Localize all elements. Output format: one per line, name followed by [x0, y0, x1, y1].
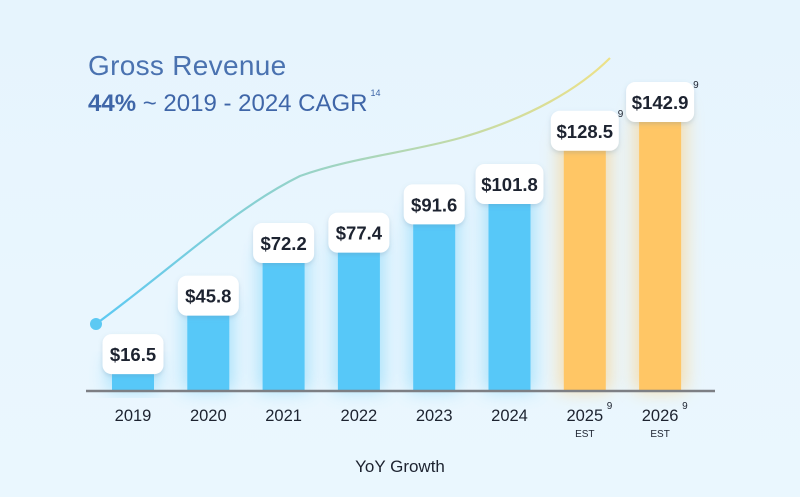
x-tick-label-2024: 2024 [491, 407, 528, 425]
value-label-box-2021 [253, 223, 315, 264]
chart-title: Gross Revenue [88, 50, 287, 81]
value-label-footnote-2025: 9 [618, 109, 624, 120]
value-label-box-2020 [177, 275, 239, 316]
x-tick-label-2025: 2025 [566, 407, 603, 425]
x-tick-note-2025: EST [575, 429, 594, 440]
x-tick-label-2026: 2026 [642, 407, 679, 425]
x-tick-footnote-2025: 9 [607, 401, 613, 412]
cagr-footnote: 14 [370, 88, 381, 98]
x-tick-label-2019: 2019 [115, 407, 152, 425]
trend-line [95, 57, 611, 325]
x-tick-footnote-2026: 9 [682, 401, 688, 412]
value-label-box-2026 [626, 82, 695, 123]
value-label-box-2025 [550, 110, 619, 151]
bar-2023 [413, 208, 456, 391]
bar-2022 [337, 236, 380, 391]
x-tick-note-2026: EST [650, 429, 669, 440]
bar-2020 [187, 299, 230, 391]
value-label-2022: $77.4 [336, 223, 383, 244]
x-tick-label-2021: 2021 [265, 407, 302, 425]
bar-2021 [262, 247, 305, 391]
bar-2024 [488, 187, 531, 391]
bar-2025 [563, 134, 606, 391]
chart-subtitle: 44% ~ 2019 - 2024 CAGR 14 [88, 88, 381, 118]
value-label-box-2023 [403, 184, 465, 225]
x-tick-label-2022: 2022 [341, 407, 378, 425]
trend-start-dot [90, 318, 102, 330]
value-label-footnote-2026: 9 [693, 80, 699, 91]
value-label-2019: $16.5 [110, 344, 156, 365]
cagr-value: 44% [88, 90, 137, 117]
value-label-box-2022 [328, 212, 390, 253]
value-label-2026: $142.9 [632, 92, 689, 113]
x-axis-label: YoY Growth [355, 457, 445, 476]
value-label-2020: $45.8 [185, 286, 231, 307]
value-label-2023: $91.6 [411, 194, 457, 215]
value-label-box-2019 [102, 334, 164, 375]
x-tick-label-2020: 2020 [190, 407, 227, 425]
cagr-text: ~ 2019 - 2024 CAGR [136, 90, 368, 117]
bar-2026 [639, 106, 682, 391]
x-tick-label-2023: 2023 [416, 407, 453, 425]
value-label-2021: $72.2 [260, 233, 306, 254]
value-label-2024: $101.8 [481, 174, 538, 195]
value-label-2025: $128.5 [557, 121, 614, 142]
value-label-box-2024 [475, 163, 544, 204]
